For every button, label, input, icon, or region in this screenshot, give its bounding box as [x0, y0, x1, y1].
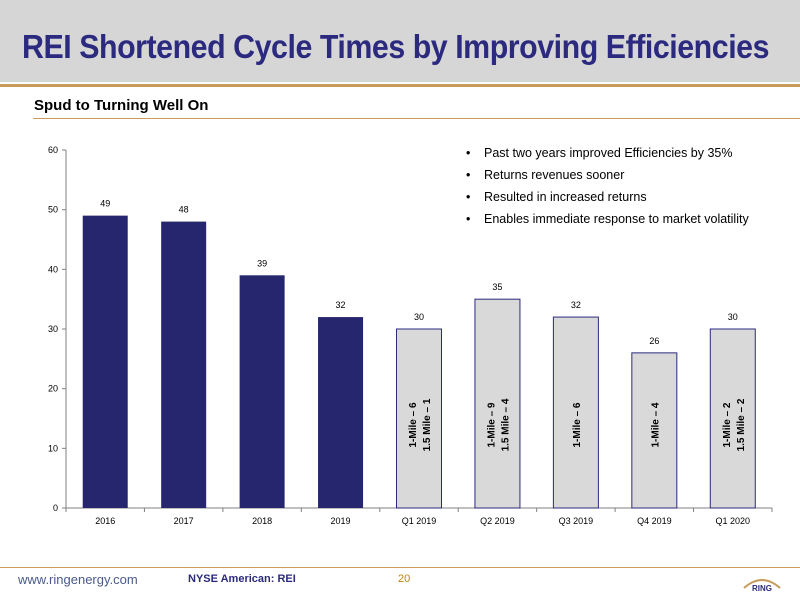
data-label: 32 [336, 300, 346, 310]
bullet-text: Past two years improved Efficiencies by … [484, 146, 733, 160]
bullet-glyph: • [466, 168, 471, 182]
bullet-item: • Resulted in increased returns [466, 190, 786, 204]
footer-ticker: NYSE American: REI [188, 573, 296, 585]
bullet-list: • Past two years improved Efficiencies by… [466, 146, 786, 234]
bullet-glyph: • [466, 190, 471, 204]
logo-text: RING [752, 584, 772, 593]
page-number: 20 [398, 573, 411, 585]
bar-annotation: 1-Mile – 9 [486, 402, 497, 447]
bullet-text: Enables immediate response to market vol… [484, 212, 749, 226]
data-label: 26 [649, 336, 659, 346]
bar [552, 316, 599, 509]
footer-divider [0, 567, 800, 568]
y-tick-label: 60 [48, 145, 58, 155]
data-label: 30 [728, 312, 738, 322]
x-tick-label: 2019 [331, 516, 351, 526]
page-title: REI Shortened Cycle Times by Improving E… [22, 28, 770, 65]
subtitle-divider [33, 118, 800, 119]
bullet-item: • Past two years improved Efficiencies by… [466, 146, 786, 160]
bar-annotation: 1.5 Mile – 4 [500, 398, 511, 451]
y-tick-label: 30 [48, 324, 58, 334]
bar-annotation: 1.5 Mile – 1 [422, 398, 433, 451]
x-tick-label: Q4 2019 [637, 516, 672, 526]
bar [631, 352, 678, 509]
data-label: 30 [414, 312, 424, 322]
data-label: 35 [492, 282, 502, 292]
x-tick-label: 2018 [252, 516, 272, 526]
bar-annotation: 1-Mile – 6 [572, 402, 583, 447]
y-tick-label: 40 [48, 264, 58, 274]
title-band [0, 0, 800, 82]
x-tick-label: Q1 2019 [402, 516, 437, 526]
chart-subtitle: Spud to Turning Well On [34, 97, 209, 114]
x-tick-label: 2016 [95, 516, 115, 526]
data-label: 48 [179, 205, 189, 215]
ring-logo: RING [743, 579, 781, 593]
bullet-text: Resulted in increased returns [484, 190, 647, 204]
bullet-item: • Enables immediate response to market vo… [466, 212, 786, 226]
bar-annotation: 1-Mile – 6 [408, 402, 419, 447]
bar [396, 328, 442, 509]
data-label: 49 [100, 199, 110, 209]
y-tick-label: 0 [53, 503, 58, 513]
title-divider [0, 84, 800, 87]
bar [161, 221, 207, 508]
bar [709, 328, 756, 509]
bullet-text: Returns revenues sooner [484, 168, 625, 182]
bullet-item: • Returns revenues sooner [466, 168, 786, 182]
bar-annotation: 1-Mile – 4 [650, 402, 661, 447]
bar-annotation: 1.5 Mile – 2 [736, 398, 747, 451]
bar [239, 275, 285, 508]
footer-website-link[interactable]: www.ringenergy.com [18, 572, 138, 587]
x-tick-label: Q3 2019 [559, 516, 594, 526]
x-tick-label: Q2 2019 [480, 516, 515, 526]
x-tick-label: Q1 2020 [716, 516, 751, 526]
x-tick-label: 2017 [174, 516, 194, 526]
y-tick-label: 10 [48, 443, 58, 453]
data-label: 39 [257, 258, 267, 268]
bar-annotation: 1-Mile – 2 [722, 402, 733, 447]
y-tick-label: 50 [48, 205, 58, 215]
data-label: 32 [571, 300, 581, 310]
bar [474, 298, 521, 509]
bullet-glyph: • [466, 212, 471, 226]
bar [318, 317, 364, 508]
bar [82, 215, 128, 508]
y-tick-label: 20 [48, 384, 58, 394]
bullet-glyph: • [466, 146, 471, 160]
